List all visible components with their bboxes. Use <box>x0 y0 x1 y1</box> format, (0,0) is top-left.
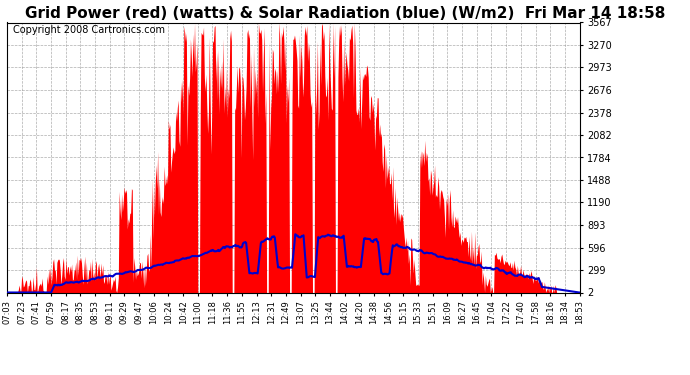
Text: Grid Power (red) (watts) & Solar Radiation (blue) (W/m2)  Fri Mar 14 18:58: Grid Power (red) (watts) & Solar Radiati… <box>25 6 665 21</box>
Text: Copyright 2008 Cartronics.com: Copyright 2008 Cartronics.com <box>12 25 165 35</box>
